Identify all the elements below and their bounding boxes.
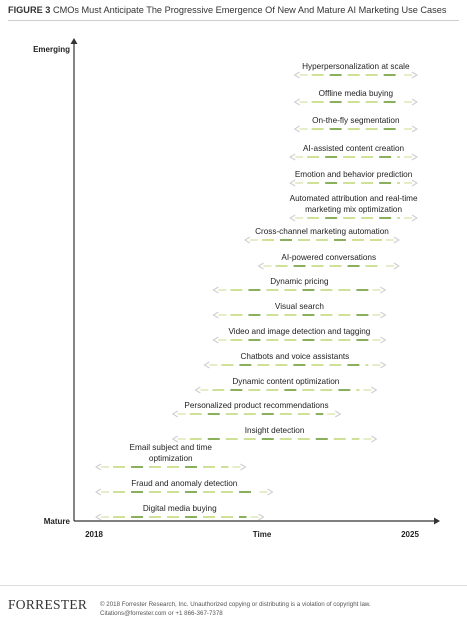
range-end-arrow [380,311,387,319]
figure-title: FIGURE 3 CMOs Must Anticipate The Progre… [8,5,446,15]
series-label: Dynamic pricing [270,277,329,286]
range-end-arrow [411,179,419,187]
range-end-arrow [258,513,265,521]
series-label: Insight detection [245,426,305,435]
range-start-arrow [212,311,219,319]
range-end-arrow [371,435,378,443]
series-label-line: optimization [149,454,193,463]
range-end-arrow [393,236,401,244]
y-axis-bottom-label: Mature [44,517,71,526]
x-axis-label: Time [253,530,272,539]
figure-label: FIGURE 3 [8,5,51,15]
series-label: Cross-channel marketing automation [255,227,389,236]
series-label: Dynamic content optimization [232,377,339,386]
range-start-arrow [94,513,102,521]
contact-text: Citations@forrester.com or +1 866-367-73… [100,610,223,617]
range-end-arrow [380,361,387,369]
y-axis-arrowhead [70,38,78,44]
range-end-arrow [393,262,401,270]
series-label: Email subject and time optimization [130,443,213,463]
series-label: Chatbots and voice assistants [240,352,349,361]
use-case-timeline-chart: Emerging Mature 2018 2025 Time Hyperpersonali… [33,38,440,539]
range-end-arrow [267,488,274,496]
series-label: Fraud and anomaly detection [131,479,237,488]
range-end-arrow [371,386,378,394]
range-start-arrow [293,98,300,106]
range-end-arrow [411,98,419,106]
series-label: Emotion and behavior prediction [295,170,413,179]
x-tick-label: 2025 [401,530,419,539]
range-end-arrow [411,214,419,222]
series-label: Digital media buying [143,504,217,513]
range-start-arrow [212,336,219,344]
series-label-line: marketing mix optimization [305,205,402,214]
x-axis-arrowhead [434,517,440,525]
range-end-arrow [411,125,419,133]
range-end-arrow [380,286,387,294]
series-label-line: Automated attribution and real-time [290,194,418,203]
figure-header: FIGURE 3 CMOs Must Anticipate The Progre… [8,4,459,22]
range-start-arrow [289,214,296,222]
range-start-arrow [171,435,179,443]
figure-title-text: CMOs Must Anticipate The Progressive Eme… [52,5,447,15]
series-label: Offline media buying [319,89,394,98]
series-label: Visual search [275,302,324,311]
range-start-arrow [203,361,210,369]
series-label: Hyperpersonalization at scale [302,62,410,71]
series-label: Automated attribution and real-time marke… [290,194,418,214]
range-start-arrow [94,463,102,471]
x-tick-label: 2018 [85,530,103,539]
range-start-arrow [289,153,296,161]
copyright-text: © 2018 Forrester Research, Inc. Unauthor… [100,601,371,608]
series-label-line: Email subject and time [130,443,213,452]
range-end-arrow [411,71,419,79]
range-start-arrow [293,125,300,133]
series-label: AI-powered conversations [281,253,376,262]
range-start-arrow [257,262,264,270]
range-start-arrow [243,236,251,244]
y-axis-top-label: Emerging [33,45,70,54]
range-start-arrow [194,386,201,394]
forrester-logo: FORRESTER [8,597,88,612]
range-start-arrow [171,410,179,418]
range-end-arrow [380,336,387,344]
series-label: Personalized product recommendations [184,401,328,410]
footer-legal: © 2018 Forrester Research, Inc. Unauthor… [100,600,371,618]
footer-divider [0,585,467,586]
header-divider [8,20,459,21]
range-end-arrow [334,410,342,418]
range-start-arrow [212,286,219,294]
range-start-arrow [293,71,300,79]
series-label: AI-assisted content creation [303,144,404,153]
series-label: On-the-fly segmentation [312,116,400,125]
range-end-arrow [411,153,419,161]
range-start-arrow [289,179,296,187]
range-end-arrow [240,463,247,471]
range-start-arrow [94,488,102,496]
series-label: Video and image detection and tagging [228,327,370,336]
